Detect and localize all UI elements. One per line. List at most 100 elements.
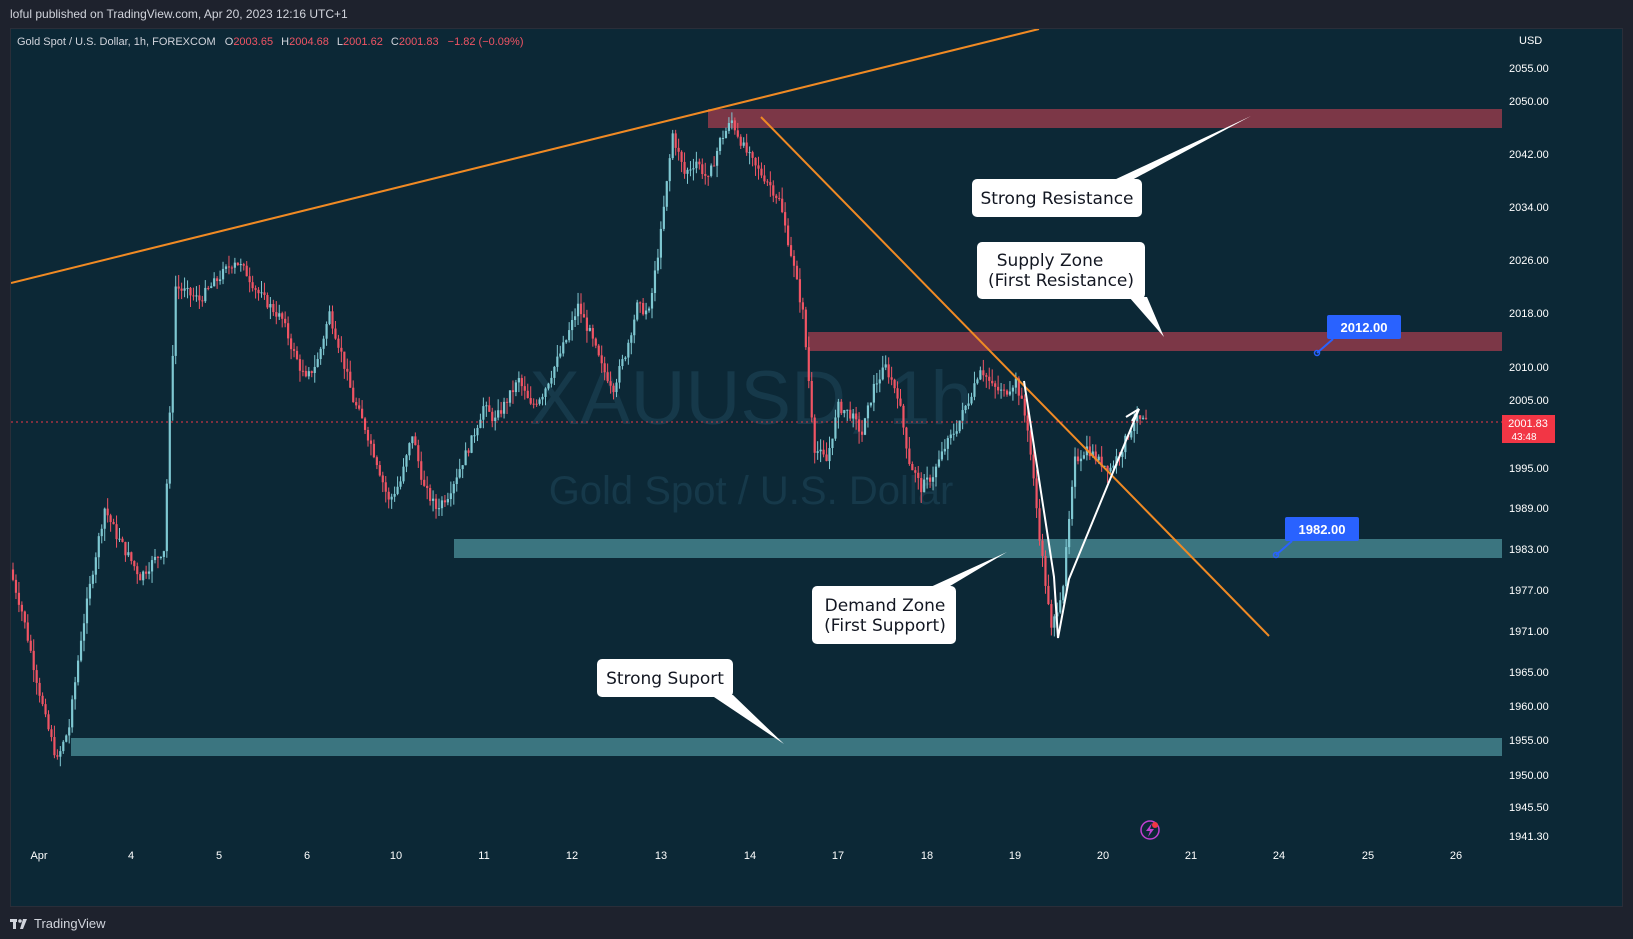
price-tick-label: 2018.00 — [1509, 308, 1549, 320]
chart-panel[interactable]: XAUUSD, 1h Gold Spot / U.S. Dollar Stron… — [10, 28, 1623, 907]
candle — [556, 344, 559, 372]
candle — [1062, 584, 1065, 604]
candle — [982, 359, 985, 382]
candle — [855, 406, 858, 430]
candle — [763, 165, 766, 185]
footer-brand: TradingView — [34, 916, 106, 931]
candle — [970, 392, 973, 406]
candle — [571, 311, 574, 341]
candle — [97, 532, 100, 570]
candle — [668, 154, 671, 192]
strong-resistance-callout[interactable] — [972, 179, 1142, 217]
candle — [440, 496, 444, 516]
candle — [14, 574, 18, 600]
candle — [884, 355, 887, 371]
candle — [1038, 498, 1041, 546]
price-tag-upper[interactable] — [1327, 315, 1401, 339]
candle — [991, 369, 994, 387]
candle — [76, 655, 80, 686]
lightning-icon[interactable] — [1140, 820, 1160, 840]
candle — [689, 161, 692, 177]
currency-label: USD — [1519, 35, 1542, 47]
close-value: 2001.83 — [399, 36, 439, 48]
candle — [642, 298, 645, 316]
candle — [801, 297, 804, 320]
candle — [103, 507, 106, 541]
price-tag-lower[interactable] — [1285, 517, 1359, 541]
candle — [213, 272, 216, 287]
candle — [908, 436, 911, 466]
candle — [1065, 539, 1068, 594]
candle — [955, 420, 958, 437]
demand-zone-label-line1: Demand Zone — [825, 596, 946, 616]
price-axis[interactable]: USD 2055.00 2050.00 2042.00 2034.00 2026.00 2… — [1509, 35, 1549, 843]
candle — [573, 308, 577, 327]
candle — [834, 409, 837, 441]
candle — [284, 311, 287, 328]
candle — [216, 276, 219, 289]
candle — [65, 734, 68, 743]
candle — [118, 528, 121, 542]
candle — [346, 358, 349, 381]
candle — [517, 371, 520, 393]
candle — [792, 250, 796, 278]
candle — [100, 524, 103, 544]
price-tick-label: 1950.00 — [1509, 770, 1549, 782]
candle — [822, 440, 825, 458]
candle — [408, 442, 411, 461]
candle — [91, 570, 94, 589]
price-tick-label: 1989.00 — [1509, 503, 1549, 515]
time-tick-label: 4 — [128, 850, 134, 862]
candle — [53, 725, 56, 759]
candle — [319, 346, 322, 365]
tradingview-logo[interactable]: TradingView — [10, 916, 106, 931]
candle — [109, 513, 112, 532]
candle — [810, 372, 813, 422]
supply-zone-callout[interactable] — [977, 242, 1145, 299]
candle — [653, 260, 657, 302]
time-axis[interactable]: Apr 4 5 6 10 11 12 13 14 17 18 19 20 21 24 25 26 — [30, 850, 1462, 862]
candle — [695, 151, 698, 174]
candle — [488, 396, 491, 412]
candle — [804, 306, 807, 350]
candle — [718, 136, 722, 155]
time-tick-label: 13 — [655, 850, 667, 862]
candle — [914, 466, 917, 483]
candle — [940, 441, 944, 462]
price-tick-label: 1960.00 — [1509, 701, 1549, 713]
candle — [458, 458, 461, 479]
price-tick-label: 1977.00 — [1509, 585, 1549, 597]
candle — [473, 428, 476, 443]
candle — [399, 476, 402, 490]
candle — [35, 664, 38, 695]
strong-support-callout[interactable] — [597, 659, 733, 697]
candle — [470, 435, 473, 454]
candle — [928, 474, 932, 488]
candle — [263, 282, 266, 300]
swing-arrowhead — [1125, 408, 1140, 422]
candle — [760, 162, 763, 179]
candle — [784, 202, 787, 233]
candle — [325, 321, 328, 346]
candle — [269, 296, 272, 320]
price-tick-label: 2042.00 — [1509, 149, 1549, 161]
publish-info-bar: loful published on TradingView.com, Apr … — [0, 0, 1633, 28]
candle — [999, 382, 1003, 399]
candle — [988, 367, 991, 390]
price-tick-label: 2005.00 — [1509, 395, 1549, 407]
descending-trendline — [760, 116, 1270, 637]
candle — [313, 355, 316, 383]
candle — [411, 436, 414, 449]
candle — [1011, 385, 1015, 401]
candle — [82, 613, 86, 652]
price-tag-upper-anchor — [1313, 349, 1321, 357]
price-chart[interactable]: XAUUSD, 1h Gold Spot / U.S. Dollar Stron… — [11, 29, 1623, 907]
candle — [514, 379, 518, 397]
candle — [310, 370, 313, 378]
candle — [715, 147, 719, 178]
time-tick-label: 25 — [1362, 850, 1374, 862]
candle — [863, 417, 867, 436]
candle — [147, 562, 151, 580]
demand-zone-callout[interactable] — [812, 586, 956, 644]
candle — [772, 180, 775, 203]
